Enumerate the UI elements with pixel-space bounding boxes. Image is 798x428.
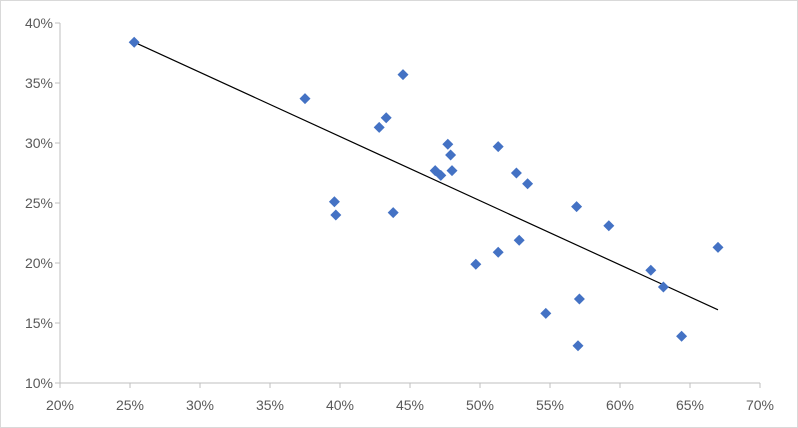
x-tick-label: 65% <box>676 397 704 413</box>
x-tick-label: 35% <box>256 397 284 413</box>
data-point <box>330 209 342 221</box>
y-tick-label: 25% <box>25 195 53 211</box>
y-tick-label: 10% <box>25 375 53 391</box>
data-point <box>373 121 385 133</box>
x-tick-label: 25% <box>116 397 144 413</box>
data-point <box>397 69 409 81</box>
x-tick-label: 45% <box>396 397 424 413</box>
data-point <box>645 264 657 276</box>
data-point <box>380 112 392 124</box>
y-tick-label: 30% <box>25 135 53 151</box>
data-point <box>572 340 584 352</box>
data-point <box>712 241 724 253</box>
data-point <box>522 178 534 190</box>
axes <box>55 22 761 388</box>
data-point <box>470 258 482 270</box>
data-point <box>657 281 669 293</box>
x-tick-label: 55% <box>536 397 564 413</box>
data-point <box>387 207 399 219</box>
data-point <box>299 93 311 105</box>
data-point <box>445 149 457 161</box>
data-point <box>492 246 504 258</box>
data-point <box>513 234 525 246</box>
trendline-group <box>133 41 719 311</box>
y-tick-label: 15% <box>25 315 53 331</box>
data-point <box>446 165 458 177</box>
y-tick-label: 20% <box>25 255 53 271</box>
tick-labels: 10% 15% 20% 25% 30% 35% 40% 20% 25% 30% 35% 40% 45% 5… <box>25 15 774 413</box>
y-tick-label: 40% <box>25 15 53 31</box>
x-tick-label: 40% <box>326 397 354 413</box>
data-points <box>128 36 724 352</box>
x-tick-label: 60% <box>606 397 634 413</box>
data-point <box>492 141 504 153</box>
data-point <box>510 167 522 179</box>
data-point <box>603 220 615 232</box>
data-point <box>571 201 583 213</box>
data-point <box>676 330 688 342</box>
data-point <box>573 293 585 305</box>
data-point <box>442 138 454 150</box>
data-point <box>540 307 552 319</box>
data-point <box>435 169 447 181</box>
trendline <box>133 41 719 311</box>
x-tick-label: 30% <box>186 397 214 413</box>
y-tick-label: 35% <box>25 75 53 91</box>
data-point <box>328 196 340 208</box>
x-tick-label: 20% <box>46 397 74 413</box>
data-point <box>128 36 140 48</box>
x-tick-label: 50% <box>466 397 494 413</box>
x-tick-label: 70% <box>746 397 774 413</box>
